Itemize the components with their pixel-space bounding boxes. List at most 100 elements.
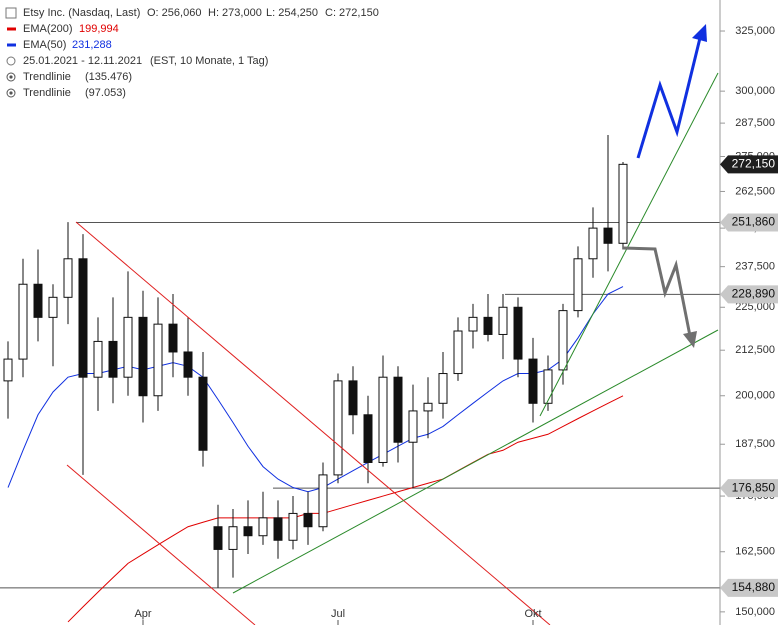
info-high: H: 273,000 [208,7,262,19]
icon [6,88,16,98]
price-box-label: 272,150 [732,157,776,171]
candle-body [468,316,478,332]
candle-body [558,310,568,371]
trendline-name: Trendlinie [23,71,71,83]
candle-body [198,376,208,451]
y-tick-label: 150,000 [735,606,775,618]
x-tick-label: Jul [331,608,345,620]
candle-body [588,227,598,260]
candle-body [18,283,28,360]
y-tick-label: 187,500 [735,438,775,450]
x-tick-label: Apr [134,608,151,620]
candle-body [168,323,178,353]
y-tick-label: 162,500 [735,546,775,558]
y-tick-label: 300,000 [735,85,775,97]
candle-body [303,512,313,528]
y-tick-label: 287,500 [735,117,775,129]
candle-body [438,373,448,404]
candle-body [48,296,58,318]
candle-body [513,306,523,360]
candle-body [528,358,538,404]
candle-body [408,410,418,443]
candle-body [423,402,433,412]
price-box [720,578,778,597]
info-close: C: 272,150 [325,7,379,19]
icon [6,56,16,66]
candle-body [243,526,253,537]
candle-body [483,316,493,335]
trendline-name: Trendlinie [23,87,71,99]
candle-body [348,380,358,416]
candle-body [3,358,13,382]
trend-line [539,72,719,417]
icon [9,75,13,79]
price-box [720,285,778,304]
price-box-label: 228,890 [732,287,776,301]
y-tick-label: 212,500 [735,344,775,356]
trendline-label: (135.476) [85,71,132,83]
price-box-label: 251,860 [732,215,776,229]
candle-body [138,316,148,397]
channel-line [75,221,551,625]
scenario-arrow [622,246,692,337]
candle-body [378,376,388,463]
icon [5,7,17,19]
y-tick-label: 262,500 [735,185,775,197]
icon [6,72,16,82]
candle-body [258,517,268,537]
price-box [720,213,778,232]
arrow-head [692,24,707,42]
candle-body [63,258,73,298]
ema-line [67,395,624,623]
header: Etsy Inc. (Nasdaq, Last) O: 256,060 H: 2… [5,7,379,99]
price-box [720,479,778,498]
candle-body [543,369,553,404]
trendline-label: (97.053) [85,87,126,99]
candle-body [273,517,283,541]
drawings [66,24,719,625]
candle-body [573,258,583,312]
candle-body [453,330,463,375]
price-axis: AprJulOkt150,000162,500175,000187,500200… [134,0,778,625]
candle-body [618,163,628,244]
candle-body [123,316,133,378]
candle-body [603,227,613,244]
channel-line [66,464,256,625]
candle-body [333,380,343,476]
candle-body [318,474,328,528]
candle-body [78,258,88,378]
y-tick-label: 200,000 [735,390,775,402]
y-tick-label: 325,000 [735,25,775,37]
candle-body [363,414,373,463]
candle-body [228,526,238,550]
y-tick-label: 237,500 [735,261,775,273]
candle-body [108,340,118,378]
chart-title: Etsy Inc. (Nasdaq, Last) [23,7,140,19]
icon [9,91,13,95]
candle-body [93,340,103,378]
price-box-label: 154,880 [732,580,776,594]
price-box [720,155,778,174]
legend-label: EMA(200) [23,23,73,35]
candle-body [183,351,193,378]
trend-line [232,329,719,594]
candle-body [393,376,403,443]
candle-body [153,323,163,397]
candle-body [213,526,223,550]
plot-area [0,134,720,623]
price-box-label: 176,850 [732,480,776,494]
legend-value: 231,288 [72,39,112,51]
candle-body [288,512,298,541]
period: 25.01.2021 - 12.11.2021 [23,55,142,67]
scenario-arrow [636,37,702,159]
x-tick-label: Okt [524,608,541,620]
candle-body [33,283,43,318]
candle-body [498,306,508,335]
arrow-head [683,331,697,348]
period-note: (EST, 10 Monate, 1 Tag) [150,55,268,67]
info-low: L: 254,250 [266,7,318,19]
legend-label: EMA(50) [23,39,66,51]
y-tick-label: 225,000 [735,301,775,313]
legend-value: 199,994 [79,23,119,35]
